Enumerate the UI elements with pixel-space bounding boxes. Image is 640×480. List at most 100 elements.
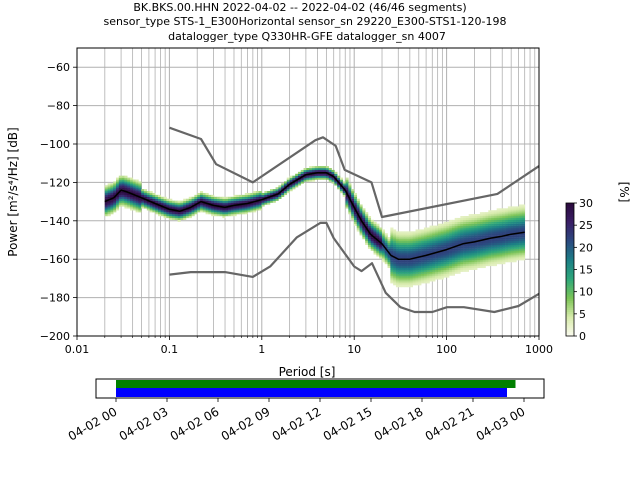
psd-bin: [309, 166, 313, 169]
psd-bin: [289, 181, 293, 184]
psd-bin: [407, 250, 411, 253]
psd-bin: [521, 225, 525, 228]
psd-bin: [510, 223, 514, 226]
colorbar-swatch: [566, 291, 574, 295]
psd-bin: [474, 246, 478, 249]
psd-bin: [437, 269, 442, 272]
psd-bin: [398, 283, 402, 286]
psd-bin: [507, 239, 511, 242]
psd-bin: [163, 198, 167, 201]
psd-bin: [275, 196, 279, 199]
psd-bin: [468, 250, 472, 253]
psd-bin: [401, 265, 405, 269]
psd-bin: [404, 277, 408, 280]
psd-bin: [502, 239, 506, 242]
x-tick-label: 0.01: [65, 343, 90, 356]
psd-bin: [110, 194, 114, 197]
psd-bin: [516, 246, 520, 249]
psd-bin: [244, 210, 248, 213]
psd-bin: [488, 254, 492, 257]
psd-bin: [460, 223, 464, 226]
psd-bin: [191, 200, 195, 203]
psd-bin: [191, 210, 195, 213]
psd-bin: [516, 227, 520, 230]
psd-bin: [401, 252, 405, 255]
psd-bin: [437, 233, 442, 236]
psd-bin: [348, 183, 352, 186]
psd-bin: [435, 235, 439, 238]
psd-bin: [104, 191, 108, 194]
psd-bin: [379, 252, 383, 255]
psd-bin: [415, 262, 419, 265]
psd-bin: [409, 283, 414, 286]
psd-bin: [398, 233, 402, 236]
psd-bin: [180, 206, 184, 209]
psd-bin: [435, 242, 439, 245]
psd-bin: [356, 208, 360, 211]
psd-bin: [160, 206, 164, 209]
psd-bin: [421, 231, 425, 234]
psd-bin: [485, 248, 489, 251]
psd-bin: [496, 210, 500, 213]
psd-bin: [521, 248, 525, 251]
psd-bin: [432, 242, 436, 245]
psd-bin: [513, 244, 517, 247]
psd-bin: [423, 229, 428, 232]
psd-bin: [465, 225, 470, 228]
psd-bin: [510, 210, 514, 213]
psd-bin: [423, 260, 428, 263]
colorbar-swatch: [566, 293, 574, 297]
psd-bin: [421, 237, 425, 240]
psd-bin: [446, 233, 450, 236]
psd-bin: [513, 217, 517, 221]
psd-bin: [418, 260, 422, 263]
psd-bin: [457, 237, 461, 240]
psd-bin: [513, 221, 517, 224]
psd-bin: [384, 252, 388, 255]
psd-bin: [303, 179, 307, 182]
psd-bin: [393, 237, 397, 240]
psd-bin: [367, 227, 372, 230]
psd-bin: [281, 191, 285, 194]
psd-bin: [409, 279, 414, 282]
psd-bin: [435, 273, 439, 276]
psd-bin: [141, 198, 145, 201]
psd-bin: [404, 242, 408, 245]
psd-bin: [477, 262, 481, 265]
psd-bin: [507, 206, 511, 209]
psd-bin: [409, 244, 414, 247]
psd-bin: [407, 235, 411, 238]
psd-bin: [426, 240, 430, 244]
psd-bin: [499, 240, 503, 244]
psd-bin: [485, 240, 489, 244]
psd-bin: [519, 250, 523, 253]
psd-bin: [216, 212, 220, 215]
psd-bin: [460, 256, 464, 259]
psd-bin: [185, 202, 190, 205]
psd-bin: [491, 244, 495, 247]
psd-bin: [155, 206, 159, 209]
psd-bin: [367, 223, 372, 226]
psd-bin: [124, 196, 128, 199]
psd-bin: [236, 196, 240, 199]
psd-bin: [370, 248, 374, 251]
psd-bin: [398, 242, 402, 245]
psd-bin: [272, 196, 276, 199]
psd-bin: [376, 231, 380, 234]
psd-bin: [376, 229, 380, 232]
psd-bin: [121, 200, 125, 203]
psd-bin: [135, 202, 139, 205]
psd-bin: [415, 235, 419, 238]
psd-bin: [384, 262, 388, 265]
psd-bin: [337, 185, 341, 188]
psd-bin: [471, 229, 475, 232]
psd-bin: [460, 260, 464, 263]
psd-bin: [446, 237, 450, 240]
psd-bin: [331, 179, 335, 182]
psd-bin: [507, 208, 511, 211]
psd-bin: [241, 194, 246, 197]
psd-bin: [451, 235, 456, 238]
psd-bin: [258, 191, 262, 194]
psd-bin: [519, 229, 523, 232]
psd-bin: [395, 239, 400, 242]
